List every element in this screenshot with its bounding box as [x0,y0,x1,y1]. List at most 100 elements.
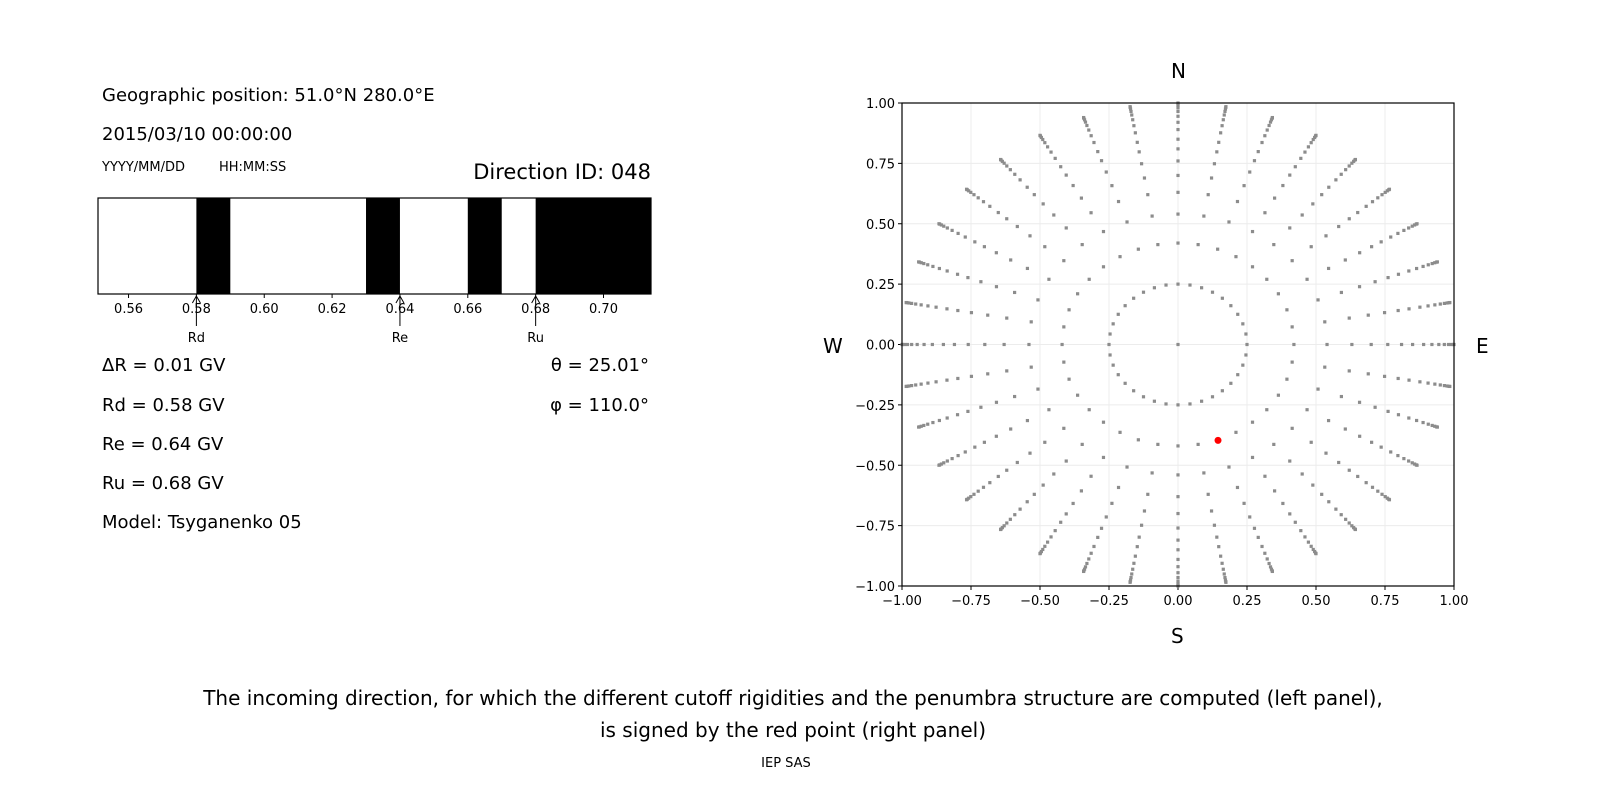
direction-point [1268,565,1273,569]
direction-point [1387,498,1392,502]
direction-point [979,405,983,409]
direction-point [1018,178,1022,182]
direction-point [1383,190,1387,194]
direction-point [988,204,992,208]
direction-point [1005,217,1009,221]
direction-point [981,485,986,489]
direction-point [1156,442,1160,446]
direction-point [1442,301,1446,306]
direction-point [966,275,970,280]
direction-point [1433,382,1437,386]
direction-point [910,383,914,388]
direction-point [1311,202,1315,206]
direction-point [1337,460,1341,465]
direction-point [1146,492,1150,496]
direction-point [1337,224,1341,229]
direction-point [1350,161,1354,165]
direction-point [1223,107,1228,111]
direction-point [963,450,967,454]
direction-point [1202,471,1206,475]
direction-point [1411,342,1415,347]
direction-point [1229,304,1233,308]
direction-point [1176,538,1180,542]
direction-point [1131,118,1135,122]
direction-point [1316,387,1320,391]
direction-point [1062,426,1066,430]
arrow-head-icon [531,294,541,304]
direction-point [1306,540,1311,544]
direction-point [1396,453,1400,458]
direction-point [1002,342,1006,347]
direction-point [1176,557,1180,562]
direction-point [1176,147,1180,151]
direction-point [1358,251,1362,255]
direction-point [1407,378,1411,382]
direction-point [931,420,935,425]
direction-point [1142,176,1147,180]
arrow-head-icon [191,294,201,304]
direction-point [1028,451,1032,455]
direction-point [1347,521,1351,525]
direction-point [1076,393,1080,397]
direction-point [1293,165,1297,169]
direction-point [1150,471,1154,475]
direction-point [964,498,969,502]
direction-point [973,445,977,449]
direction-point [1087,557,1091,561]
direction-point [1288,173,1292,177]
direction-point [1221,118,1225,122]
direction-point [986,372,990,376]
direction-point [1353,527,1358,532]
direction-point [1382,374,1387,378]
direction-point [1099,159,1104,163]
direction-point [1104,170,1108,174]
direction-point [1080,243,1084,247]
direction-point [1188,402,1192,406]
direction-point [939,223,943,227]
direction-point [1370,485,1375,489]
direction-point [1176,173,1180,178]
direction-point [994,251,998,255]
direction-point [937,222,941,226]
direction-point [1288,226,1292,230]
direction-point [1421,420,1425,425]
direction-point [1285,377,1289,381]
direction-point [1176,548,1180,552]
direction-point [1064,173,1068,177]
direction-point [1038,552,1042,556]
direction-point [1325,342,1329,347]
direction-point [1357,400,1362,404]
direction-point [1256,150,1260,154]
direction-point [1130,113,1134,117]
direction-point [1209,176,1214,180]
direction-point [926,304,930,308]
direction-point [1396,376,1400,381]
direction-point [1407,459,1411,463]
direction-point [1087,277,1091,281]
direction-point [1303,535,1307,539]
direction-point [1445,301,1449,305]
direction-point [1223,109,1227,114]
marker-label-ru: Ru [527,331,544,346]
direction-point [1288,459,1292,463]
marker-label-re: Re [392,331,408,346]
direction-point [1110,501,1114,505]
direction-point [1079,196,1083,200]
direction-point [1216,247,1220,251]
direction-point [926,263,930,267]
direction-point [1164,402,1168,406]
direction-point [1220,389,1224,393]
direction-point [1128,107,1133,111]
direction-point [1092,140,1096,145]
direction-point [1110,184,1114,188]
direction-point [919,382,923,386]
direction-point [1347,164,1351,168]
direction-point [1215,150,1219,154]
direction-point [994,285,999,289]
direction-point [1364,481,1368,485]
direction-point [1407,416,1411,420]
caption-line-1: The incoming direction, for which the di… [203,686,1383,710]
direction-point [1358,434,1362,438]
direction-point [1383,495,1387,499]
